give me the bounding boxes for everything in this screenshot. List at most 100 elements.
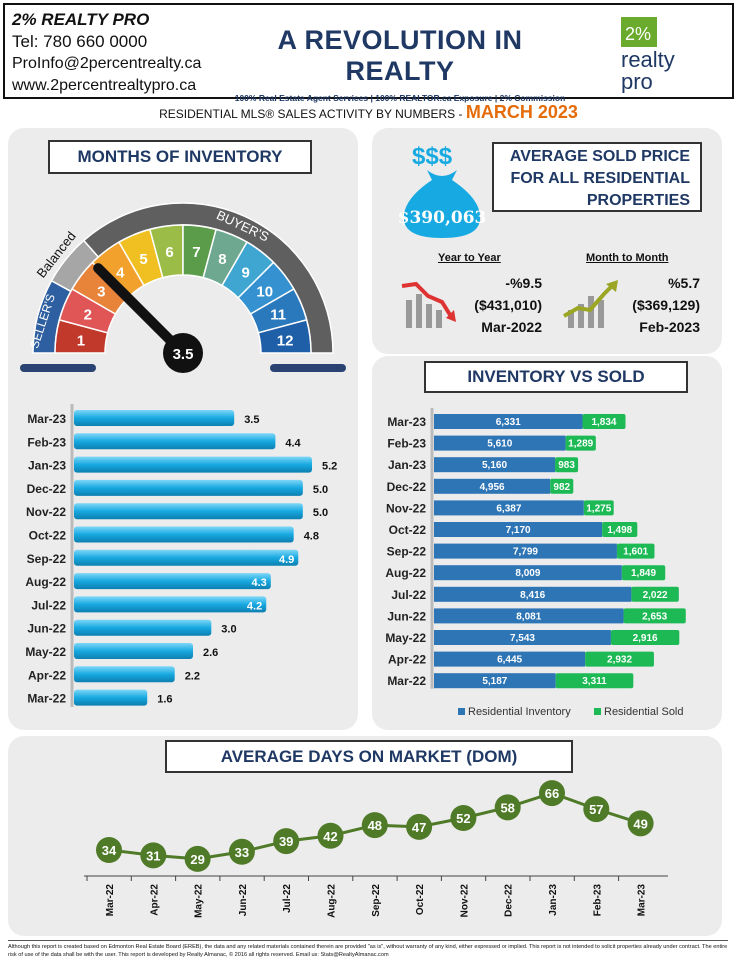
agent-email: ProInfo@2percentrealty.ca: [12, 55, 202, 72]
moi-category-label: Mar-22: [27, 692, 66, 706]
moi-bar: [74, 503, 303, 520]
inventory-bar: [434, 457, 556, 473]
moi-value-label: 4.2: [247, 600, 262, 612]
inv-category-label: Nov-22: [386, 501, 426, 515]
inv-category-label: Oct-22: [389, 523, 427, 537]
sold-value-label: 1,289: [568, 439, 593, 450]
sold-value-label: 2,932: [607, 655, 632, 666]
moi-category-label: Jan-23: [28, 459, 66, 473]
moi-value-label: 4.3: [252, 577, 267, 589]
gauge-number: 3: [97, 283, 105, 300]
inventory-value-label: 8,009: [515, 568, 540, 579]
report-month: MARCH 2023: [465, 102, 578, 122]
inventory-sold-chart: Mar-23 6,331 1,834 Feb-23 5,610 1,289 Jan-23 5,…: [385, 408, 686, 718]
moi-bar: [74, 643, 193, 659]
legend-inventory-label: Residential Inventory: [468, 706, 571, 718]
moi-value-label: 3.0: [221, 624, 236, 636]
moi-value-label: 5.0: [313, 484, 328, 496]
dom-x-label: May-22: [194, 884, 205, 918]
dom-x-label: Jul-22: [282, 884, 293, 913]
mom-change: %5.7: [668, 275, 700, 291]
inventory-bar: [434, 500, 584, 516]
sold-value-label: 3,311: [582, 676, 607, 687]
sold-bar: [585, 651, 654, 667]
moi-value-label: 1.6: [157, 694, 172, 706]
dom-line-chart: Mar-22 34 Apr-22 31 May-22 29 Jun-22 33 Jul-22 39…: [84, 780, 668, 918]
gauge-number: 9: [242, 264, 250, 281]
dom-value-label: 48: [368, 818, 382, 833]
dom-x-label: Mar-23: [637, 884, 648, 917]
inventory-bar: [434, 586, 632, 602]
gauge-base-left: [20, 364, 96, 372]
inventory-bar: [434, 673, 556, 689]
dom-point: [539, 780, 565, 807]
bag-dollar-signs: $$$: [412, 143, 453, 170]
sold-bar: [565, 435, 596, 451]
dom-point: [494, 794, 521, 821]
sold-bar: [623, 608, 686, 624]
dom-point: [627, 810, 654, 837]
dom-x-label: Dec-22: [504, 884, 515, 917]
dom-value-label: 42: [323, 829, 337, 844]
moi-category-label: Jun-22: [27, 622, 66, 636]
gauge-needle: [93, 263, 188, 358]
inv-category-label: May-22: [385, 631, 426, 645]
dom-value-label: 47: [412, 820, 426, 835]
inventory-value-label: 7,543: [510, 633, 535, 644]
moi-bar: [74, 619, 212, 636]
sold-value-label: 1,275: [586, 503, 611, 514]
inv-category-label: Jul-22: [391, 588, 426, 602]
dom-x-label: Apr-22: [149, 884, 160, 916]
agent-info: 2% REALTY PRO Tel: 780 660 0000 ProInfo@…: [12, 9, 201, 97]
moi-value-label: 3.5: [244, 414, 259, 426]
inv-category-label: Jan-23: [388, 458, 426, 472]
inventory-value-label: 5,187: [482, 676, 507, 687]
sold-bar: [582, 414, 626, 429]
sold-value-label: 2,916: [633, 633, 658, 644]
dom-point: [317, 822, 344, 849]
dom-point: [184, 845, 211, 872]
moi-bar: [74, 410, 235, 426]
gauge-number: 11: [270, 307, 286, 324]
report-subtitle: RESIDENTIAL MLS® SALES ACTIVITY BY NUMBE…: [0, 102, 737, 123]
svg-text:pro: pro: [621, 69, 653, 93]
dom-x-label: Feb-23: [592, 884, 603, 917]
legend-sold-swatch: [594, 708, 601, 715]
inventory-bar: [434, 522, 603, 537]
moi-bar: [74, 573, 271, 590]
dom-value-label: 52: [456, 811, 470, 826]
sold-bar: [550, 478, 574, 494]
sold-value-label: 1,834: [591, 417, 616, 428]
inventory-value-label: 8,416: [520, 590, 545, 601]
moi-category-label: Apr-22: [28, 668, 66, 682]
dom-point: [361, 812, 388, 839]
dom-value-label: 66: [545, 786, 559, 801]
mom-value: ($369,129): [632, 297, 700, 313]
gauge-number: 1: [77, 333, 85, 350]
gauge-base-right: [270, 364, 346, 372]
moi-bar: [74, 456, 312, 473]
agent-website: www.2percentrealtypro.ca: [12, 77, 197, 94]
avg-price-amount: $390,063: [397, 208, 487, 228]
months-inventory-chart: Mar-23 3.5 Feb-23 4.4 Jan-23 5.2 Dec-22 5.0 Nov-…: [25, 404, 337, 707]
sold-bar: [602, 522, 638, 537]
disclaimer: Although this report is created based on…: [8, 940, 728, 959]
gauge-number: 4: [116, 264, 125, 281]
moi-value-label: 4.4: [285, 437, 301, 449]
sold-value-label: 1,849: [631, 568, 656, 579]
moi-value-label: 5.2: [322, 461, 337, 473]
moi-category-label: Mar-23: [27, 412, 66, 426]
dom-value-label: 39: [279, 834, 293, 849]
sold-bar: [555, 457, 579, 473]
legend-inventory-swatch: [458, 708, 465, 715]
dom-point: [583, 796, 610, 823]
gauge-number: 8: [218, 251, 226, 268]
dom-x-label: Aug-22: [327, 884, 338, 918]
moi-category-label: Sep-22: [27, 552, 67, 566]
dom-point: [140, 842, 167, 869]
brand-logo: 2% realty pro: [621, 17, 675, 93]
moi-category-label: Nov-22: [26, 505, 66, 519]
svg-text:realty: realty: [621, 47, 675, 72]
avg-price-title-1: AVERAGE SOLD PRICE: [509, 148, 690, 165]
sold-bar: [621, 565, 666, 581]
